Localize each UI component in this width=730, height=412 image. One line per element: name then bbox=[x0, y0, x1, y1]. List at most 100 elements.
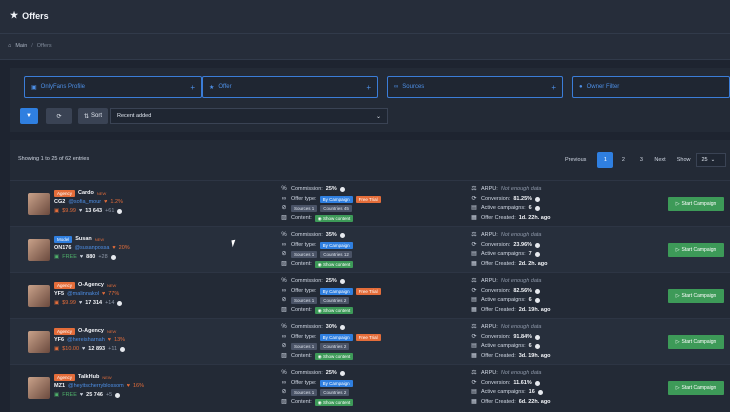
info-icon[interactable] bbox=[339, 325, 345, 331]
info-icon[interactable] bbox=[110, 255, 116, 260]
info-icon[interactable] bbox=[339, 233, 345, 239]
sort-select[interactable]: Recent added ⌄ bbox=[110, 108, 388, 124]
globe-icon: ⊘ bbox=[281, 343, 287, 349]
offer-type-label: Offer type: bbox=[291, 241, 317, 248]
avatar bbox=[28, 331, 50, 353]
info-icon[interactable] bbox=[339, 371, 345, 377]
heart-icon: ♥ bbox=[107, 337, 112, 343]
show-content-button[interactable]: ◉ Show content bbox=[314, 260, 354, 268]
entries-info: Showing 1 to 25 of 62 entries bbox=[18, 156, 90, 162]
info-icon[interactable] bbox=[339, 187, 345, 193]
commission-label: Commission: bbox=[291, 186, 323, 192]
pagination-page-2[interactable]: 2 bbox=[621, 157, 625, 163]
sources-count: Sources 1 bbox=[291, 389, 318, 397]
info-icon[interactable] bbox=[535, 242, 541, 248]
info-icon[interactable] bbox=[339, 279, 345, 285]
info-icon[interactable] bbox=[537, 390, 543, 396]
sources-value: 1 bbox=[311, 252, 315, 258]
show-content-button[interactable]: ◉ Show content bbox=[314, 306, 354, 314]
info-icon[interactable] bbox=[534, 344, 540, 350]
start-campaign-button[interactable]: ▷ Start Campaign bbox=[668, 197, 724, 211]
offer-type-campaign: By Campaign bbox=[319, 333, 353, 341]
eye-icon: ◉ bbox=[317, 215, 322, 221]
filter-button[interactable]: ▼ bbox=[20, 108, 38, 124]
arpu-label: ARPU: bbox=[481, 370, 498, 376]
info-icon[interactable] bbox=[535, 196, 541, 202]
info-icon[interactable] bbox=[120, 347, 126, 352]
info-icon[interactable] bbox=[535, 334, 541, 340]
subscription-price: $10.00 bbox=[62, 346, 80, 352]
refresh-icon: ⟳ bbox=[471, 241, 477, 248]
info-icon[interactable] bbox=[534, 206, 540, 212]
pagination: Previous 1 2 3 Next Show 25 ⌄ bbox=[562, 152, 727, 168]
filter-sources[interactable]: ∞ Sources + bbox=[387, 76, 563, 98]
user-icon: ● bbox=[579, 84, 583, 90]
info-icon[interactable] bbox=[117, 301, 123, 306]
plus-icon: + bbox=[366, 82, 371, 92]
pagination-page-3[interactable]: 3 bbox=[639, 157, 643, 163]
creator-percent: 16% bbox=[132, 383, 144, 389]
creator-handle[interactable]: @heyitscherryblossom bbox=[68, 383, 124, 389]
start-campaign-button[interactable]: ▷ Start Campaign bbox=[668, 243, 724, 257]
show-content-label: Show content bbox=[323, 307, 351, 313]
info-icon[interactable] bbox=[117, 209, 123, 214]
sort-button[interactable]: ⇅ Sort bbox=[78, 108, 108, 124]
refresh-icon: ⟳ bbox=[471, 379, 477, 386]
sources-value: 1 bbox=[311, 344, 315, 350]
active-campaigns-value: 6 bbox=[528, 297, 532, 303]
creator-handle[interactable]: @susanpossa bbox=[74, 245, 110, 251]
start-campaign-button[interactable]: ▷ Start Campaign bbox=[668, 289, 724, 303]
table-row: Agency TalkHub NEW MZ1 @heyitscherryblos… bbox=[10, 364, 730, 410]
page-title-text: Offers bbox=[22, 10, 49, 21]
page-size-select[interactable]: 25 ⌄ bbox=[696, 153, 727, 167]
start-campaign-button[interactable]: ▷ Start Campaign bbox=[668, 335, 724, 349]
page-size-value: 25 bbox=[701, 157, 708, 163]
heart-icon: ♥ bbox=[78, 208, 83, 214]
scale-icon: ⚖ bbox=[471, 186, 477, 192]
filter-offer[interactable]: ★ Offer + bbox=[202, 76, 378, 98]
start-campaign-button[interactable]: ▷ Start Campaign bbox=[668, 381, 724, 395]
offer-created-label: Offer Created: bbox=[481, 398, 516, 405]
creator-info: Model Susan NEW ON176 @susanpossa ♥ 20% … bbox=[54, 235, 130, 262]
offer-created-value: 1d. 22h. ago bbox=[518, 214, 551, 221]
creator-name: O-Agency bbox=[78, 282, 104, 288]
commission-label: Commission: bbox=[291, 278, 323, 284]
show-content-button[interactable]: ◉ Show content bbox=[314, 214, 354, 222]
creator-handle[interactable]: @sofia_mour bbox=[68, 199, 102, 205]
table-row: Agency O-Agency NEW YF5 @malinnakol ♥ 77… bbox=[10, 272, 730, 318]
creator-handle[interactable]: @malinnakol bbox=[67, 291, 99, 297]
offer-stats: % Commission: 25% ∞ Offer type: By Campa… bbox=[280, 277, 381, 315]
active-campaigns-label: Active campaigns: bbox=[481, 389, 526, 395]
info-icon[interactable] bbox=[534, 380, 540, 386]
pagination-next[interactable]: Next bbox=[654, 157, 666, 163]
refresh-button[interactable]: ⟳ bbox=[46, 108, 72, 124]
active-campaigns-value: 7 bbox=[528, 251, 532, 257]
content-label: Content: bbox=[291, 306, 312, 313]
show-content-label: Show content bbox=[323, 215, 351, 221]
likes-count: 880 bbox=[86, 254, 96, 260]
pagination-page-1[interactable]: 1 bbox=[597, 152, 614, 168]
sources-label: Sources bbox=[294, 344, 311, 350]
eye-icon: ◉ bbox=[317, 353, 322, 359]
home-icon[interactable]: ⌂ bbox=[8, 43, 12, 49]
globe-icon: ⊘ bbox=[281, 251, 287, 257]
creator-handle[interactable]: @hereisharnah bbox=[67, 337, 105, 343]
info-icon[interactable] bbox=[535, 288, 541, 294]
info-icon[interactable] bbox=[534, 298, 540, 304]
pagination-previous[interactable]: Previous bbox=[565, 157, 587, 163]
filter-onlyfans-profile-label: OnlyFans Profile bbox=[40, 84, 86, 90]
arpu-value: Not enough data bbox=[500, 278, 542, 284]
filter-owner[interactable]: ● Owner Filter bbox=[572, 76, 730, 98]
info-icon[interactable] bbox=[534, 252, 540, 258]
info-icon[interactable] bbox=[115, 393, 121, 398]
breadcrumb-main[interactable]: Main bbox=[15, 43, 28, 49]
show-content-button[interactable]: ◉ Show content bbox=[314, 352, 354, 360]
arpu-value: Not enough data bbox=[500, 370, 542, 376]
countries-label: Countries bbox=[323, 252, 343, 258]
commission-label: Commission: bbox=[291, 370, 323, 376]
sources-value: 1 bbox=[311, 298, 315, 304]
show-content-button[interactable]: ◉ Show content bbox=[314, 398, 354, 406]
sources-value: 1 bbox=[311, 206, 315, 212]
price-icon: ▣ bbox=[54, 300, 60, 306]
filter-onlyfans-profile[interactable]: ▣ OnlyFans Profile + bbox=[24, 76, 202, 98]
